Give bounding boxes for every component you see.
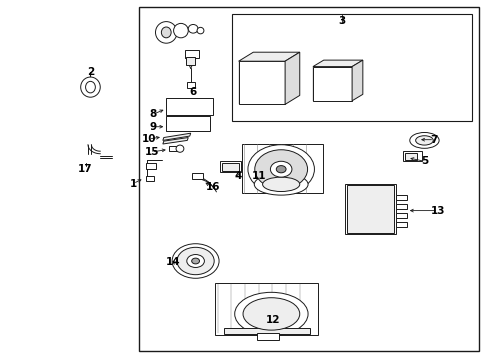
Ellipse shape — [155, 22, 177, 43]
Bar — [184, 50, 198, 58]
Ellipse shape — [197, 27, 203, 34]
Bar — [242, 144, 322, 193]
Bar — [312, 67, 351, 101]
Ellipse shape — [81, 77, 100, 97]
Ellipse shape — [186, 255, 204, 267]
Bar — [187, 82, 195, 88]
Bar — [220, 161, 240, 172]
Bar — [232, 14, 471, 121]
Text: 1: 1 — [129, 179, 136, 189]
Bar — [139, 7, 478, 351]
Bar — [215, 283, 317, 335]
Ellipse shape — [276, 166, 285, 173]
Bar — [166, 116, 210, 131]
Polygon shape — [163, 138, 188, 144]
Ellipse shape — [85, 81, 95, 93]
Ellipse shape — [188, 24, 198, 33]
Ellipse shape — [247, 145, 314, 194]
Bar — [344, 184, 395, 234]
Text: 11: 11 — [251, 171, 266, 181]
Bar — [145, 163, 156, 169]
Bar — [346, 185, 393, 233]
Text: 6: 6 — [189, 87, 196, 97]
Bar — [168, 146, 179, 151]
Text: 3: 3 — [338, 16, 345, 26]
Text: 5: 5 — [420, 156, 427, 166]
Bar — [395, 222, 406, 227]
Ellipse shape — [172, 244, 219, 278]
Polygon shape — [285, 52, 299, 104]
Ellipse shape — [409, 132, 438, 148]
Ellipse shape — [262, 177, 299, 192]
Polygon shape — [351, 60, 362, 101]
Ellipse shape — [191, 258, 199, 264]
Bar — [395, 195, 406, 200]
Text: 13: 13 — [430, 206, 445, 216]
Text: 7: 7 — [429, 135, 437, 145]
Ellipse shape — [254, 150, 307, 189]
Text: 12: 12 — [265, 315, 280, 325]
Bar — [256, 333, 278, 340]
Bar — [395, 213, 406, 218]
Bar — [166, 98, 212, 115]
Bar — [224, 328, 309, 334]
Text: 4: 4 — [234, 171, 242, 181]
Ellipse shape — [415, 136, 432, 145]
Text: 14: 14 — [166, 257, 181, 267]
Text: 8: 8 — [149, 109, 156, 120]
Text: 17: 17 — [78, 164, 93, 174]
Text: 9: 9 — [149, 122, 156, 132]
Bar — [403, 151, 421, 161]
Ellipse shape — [173, 23, 188, 38]
Ellipse shape — [161, 27, 171, 38]
Ellipse shape — [243, 298, 299, 330]
Bar — [222, 163, 238, 171]
Bar — [238, 61, 285, 104]
Ellipse shape — [234, 292, 307, 336]
Bar — [145, 176, 153, 181]
Text: 16: 16 — [205, 182, 220, 192]
Ellipse shape — [177, 247, 214, 275]
Text: 15: 15 — [144, 147, 159, 157]
Ellipse shape — [270, 161, 291, 177]
Ellipse shape — [254, 174, 307, 195]
Polygon shape — [163, 133, 190, 140]
Polygon shape — [238, 52, 299, 61]
Bar — [186, 57, 195, 65]
Polygon shape — [312, 60, 362, 67]
Text: 2: 2 — [87, 67, 94, 77]
Bar — [395, 204, 406, 209]
Text: 10: 10 — [141, 134, 156, 144]
Ellipse shape — [176, 145, 183, 152]
Bar — [192, 173, 203, 179]
Bar — [404, 153, 416, 160]
